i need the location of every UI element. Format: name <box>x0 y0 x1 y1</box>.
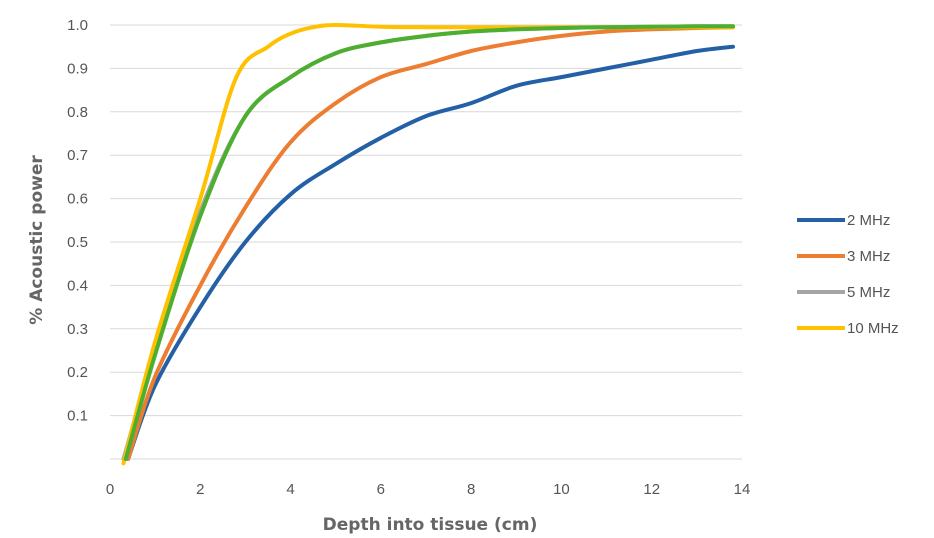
y-tick-label: 0.1 <box>67 408 88 425</box>
x-tick-label: 6 <box>377 481 385 498</box>
y-tick-label: 0.9 <box>67 60 88 77</box>
series-line-5-mhz <box>121 24 735 461</box>
series-line-3-mhz <box>126 25 735 461</box>
x-tick-label: 0 <box>106 481 114 498</box>
y-tick-label: 0.4 <box>67 277 88 294</box>
y-tick-label: 1.0 <box>67 17 88 34</box>
y-tick-label: 0.2 <box>67 364 88 381</box>
y-axis-title: % Acoustic power <box>27 155 47 325</box>
x-tick-label: 10 <box>553 481 570 498</box>
x-tick-label: 2 <box>196 481 204 498</box>
series-line-10-mhz <box>121 22 735 466</box>
x-tick-label: 12 <box>643 481 660 498</box>
y-axis-ticks: 0.1 0.2 0.3 0.4 0.5 0.6 0.7 0.8 0.9 1.0 <box>67 17 88 425</box>
series-lines <box>121 22 735 466</box>
y-tick-label: 0.7 <box>67 147 88 164</box>
x-tick-label: 14 <box>734 481 751 498</box>
x-tick-label: 8 <box>467 481 475 498</box>
legend-label: 2 MHz <box>847 212 890 229</box>
x-axis-title: Depth into tissue (cm) <box>323 515 538 535</box>
gridlines <box>110 24 742 460</box>
y-tick-label: 0.8 <box>67 104 88 121</box>
legend: 2 MHz 3 MHz 5 MHz 10 MHz <box>797 212 899 337</box>
y-tick-label: 0.5 <box>67 234 88 251</box>
series-line-5-mhz-curve <box>123 24 735 461</box>
y-tick-label: 0.6 <box>67 191 88 208</box>
legend-label: 5 MHz <box>847 284 890 301</box>
x-axis-ticks: 0 2 4 6 8 10 12 14 <box>106 481 751 498</box>
x-tick-label: 4 <box>286 481 294 498</box>
legend-label: 10 MHz <box>847 320 899 337</box>
legend-label: 3 MHz <box>847 248 890 265</box>
series-line-2-mhz <box>126 44 735 461</box>
y-tick-label: 0.3 <box>67 321 88 338</box>
